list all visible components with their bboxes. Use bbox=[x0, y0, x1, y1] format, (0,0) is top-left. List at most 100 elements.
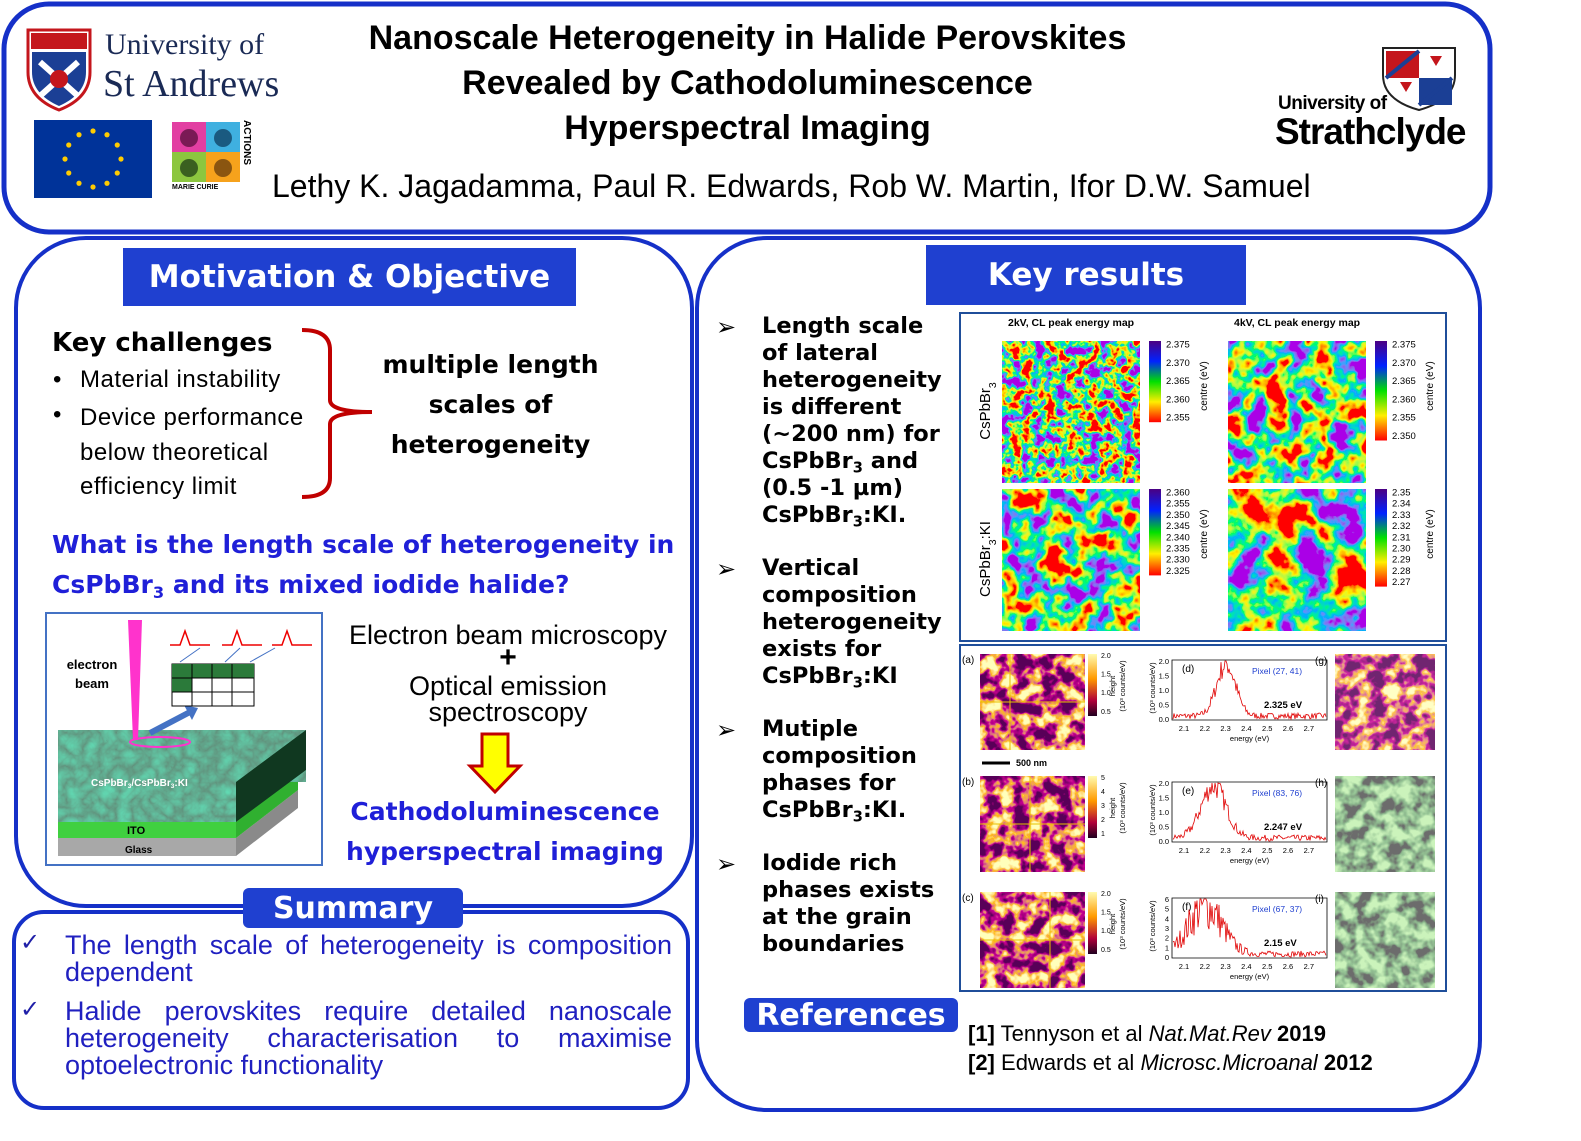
ref-number: [1] bbox=[968, 1021, 995, 1046]
brace bbox=[301, 328, 373, 499]
summary-item: Halide perovskites require detailed nano… bbox=[65, 996, 672, 1080]
authors: Lethy K. Jagadamma, Paul R. Edwards, Rob… bbox=[272, 168, 1311, 204]
strathclyde-line2: Strathclyde bbox=[1275, 111, 1467, 152]
star bbox=[114, 142, 120, 148]
spectrum-trace bbox=[1172, 660, 1327, 721]
pixel-label: Pixel (67, 37) bbox=[1252, 904, 1302, 914]
y-tick: 0.0 bbox=[1159, 837, 1169, 846]
cl-map bbox=[1228, 489, 1366, 631]
result-bullet: Vertical composition heterogeneity exist… bbox=[762, 555, 954, 690]
text: Length scale of lateral heterogeneity is… bbox=[762, 313, 942, 474]
text: :KI bbox=[862, 663, 898, 689]
height-tick: 3 bbox=[1101, 803, 1105, 810]
subscript: 3 bbox=[852, 513, 863, 531]
y-axis-label: (10³ counts/eV) bbox=[1148, 662, 1157, 714]
summary-heading-box bbox=[243, 888, 463, 928]
map-column-title: 2kV, CL peak energy map bbox=[1008, 317, 1134, 329]
star bbox=[118, 156, 124, 162]
colorbar-tick: 2.340 bbox=[1166, 532, 1190, 543]
film-label: CsPbBr3/CsPbBr3:KI bbox=[91, 778, 188, 790]
colorbar-label: centre (eV) bbox=[1199, 361, 1210, 410]
ref-journal: Microsc.Microanal bbox=[1140, 1050, 1318, 1075]
y-tick: 0.0 bbox=[1159, 715, 1169, 724]
panel-letter: (a) bbox=[962, 655, 974, 666]
height-label: height bbox=[1108, 797, 1117, 818]
panel-letter: (e) bbox=[1182, 786, 1194, 797]
colorbar-tick: 2.375 bbox=[1166, 340, 1190, 351]
y-tick: 1.0 bbox=[1159, 686, 1169, 695]
colorbar-tick: 2.28 bbox=[1392, 566, 1411, 577]
colorbar-tick: 2.365 bbox=[1392, 376, 1416, 387]
height-label: height bbox=[1108, 913, 1117, 934]
colorbar-tick: 2.29 bbox=[1392, 555, 1411, 566]
challenges-title: Key challenges bbox=[52, 328, 273, 358]
x-tick: 2.2 bbox=[1200, 962, 1210, 971]
key-results-heading: Key results bbox=[926, 245, 1246, 305]
height-tick: 2.0 bbox=[1101, 891, 1111, 898]
x-tick: 2.6 bbox=[1283, 846, 1293, 855]
panel-letter: (d) bbox=[1182, 664, 1194, 675]
x-tick: 2.4 bbox=[1241, 846, 1251, 855]
y-tick: 1.0 bbox=[1159, 808, 1169, 817]
panel-letter: (i) bbox=[1315, 894, 1324, 905]
panel-letter: (c) bbox=[962, 893, 974, 904]
result-bullet: Iodide rich phases exists at the grain b… bbox=[762, 850, 954, 958]
peak-energy: 2.15 eV bbox=[1264, 938, 1297, 949]
arrow-bullet: ➢ bbox=[716, 556, 737, 583]
text: :KI. bbox=[862, 502, 907, 528]
x-tick: 2.3 bbox=[1220, 962, 1230, 971]
panel-letter: (f) bbox=[1182, 902, 1191, 913]
x-tick: 2.1 bbox=[1179, 846, 1189, 855]
text: Mutiple composition phases for CsPbBr bbox=[762, 716, 917, 823]
x-axis-label: energy (eV) bbox=[1230, 856, 1270, 865]
x-tick: 2.4 bbox=[1241, 962, 1251, 971]
star bbox=[114, 170, 120, 176]
colorbar-tick: 2.365 bbox=[1166, 376, 1190, 387]
colorbar-label: centre (eV) bbox=[1425, 361, 1436, 410]
header-frame bbox=[1, 1, 1493, 235]
colorbar bbox=[1375, 341, 1387, 441]
x-tick: 2.7 bbox=[1304, 962, 1314, 971]
height-tick: 2.0 bbox=[1101, 653, 1111, 660]
method: Electron beam microscopy bbox=[348, 620, 668, 650]
references-heading-box bbox=[744, 998, 958, 1032]
subscript: 3 bbox=[852, 459, 863, 477]
poster-title: Nanoscale Heterogeneity in Halide Perovs… bbox=[320, 16, 1175, 151]
height-label: height bbox=[1108, 675, 1117, 696]
colorbar-tick: 2.33 bbox=[1392, 510, 1411, 521]
cl-map bbox=[1002, 489, 1140, 631]
text: Vertical composition heterogeneity exist… bbox=[762, 555, 942, 689]
subscript: 3 bbox=[127, 782, 132, 790]
x-tick: 2.1 bbox=[1179, 724, 1189, 733]
ref-number: [2] bbox=[968, 1050, 995, 1075]
star bbox=[90, 184, 96, 190]
y-tick: 4 bbox=[1165, 914, 1169, 923]
film-text: :KI bbox=[174, 778, 188, 789]
eu-stars bbox=[62, 128, 124, 190]
method: Optical emission spectroscopy bbox=[408, 671, 608, 727]
film-text: CsPbBr bbox=[91, 778, 128, 789]
y-axis-label: (10³ counts/eV) bbox=[1148, 784, 1157, 836]
colorbar-tick: 2.335 bbox=[1166, 544, 1190, 555]
arrow-bullet: ➢ bbox=[716, 717, 737, 744]
y-label: (10³ counts/eV) bbox=[1118, 782, 1127, 834]
text: CsPbBr bbox=[977, 388, 994, 440]
colorbar-tick: 2.34 bbox=[1392, 499, 1411, 510]
overlay-image bbox=[1335, 776, 1435, 872]
st-andrews-line1: University of bbox=[105, 28, 265, 61]
reference: [2] Edwards et al Microsc.Microanal 2012 bbox=[968, 1050, 1373, 1076]
colorbar-tick: 2.31 bbox=[1392, 532, 1411, 543]
colorbar-tick: 2.375 bbox=[1392, 340, 1416, 351]
check: ✓ bbox=[20, 996, 41, 1023]
st-andrews-line2: St Andrews bbox=[103, 63, 280, 105]
y-tick: 2.0 bbox=[1159, 657, 1169, 666]
bullet: • bbox=[53, 366, 62, 393]
film-text: /CsPbBr bbox=[131, 778, 171, 789]
spectrum-axes bbox=[1171, 897, 1328, 959]
y-axis-label: (10³ counts/eV) bbox=[1148, 900, 1157, 952]
colorbar-tick: 2.30 bbox=[1392, 544, 1411, 555]
methods: Electron beam microscopy + Optical emiss… bbox=[330, 620, 686, 727]
colorbar-tick: 2.355 bbox=[1166, 499, 1190, 510]
